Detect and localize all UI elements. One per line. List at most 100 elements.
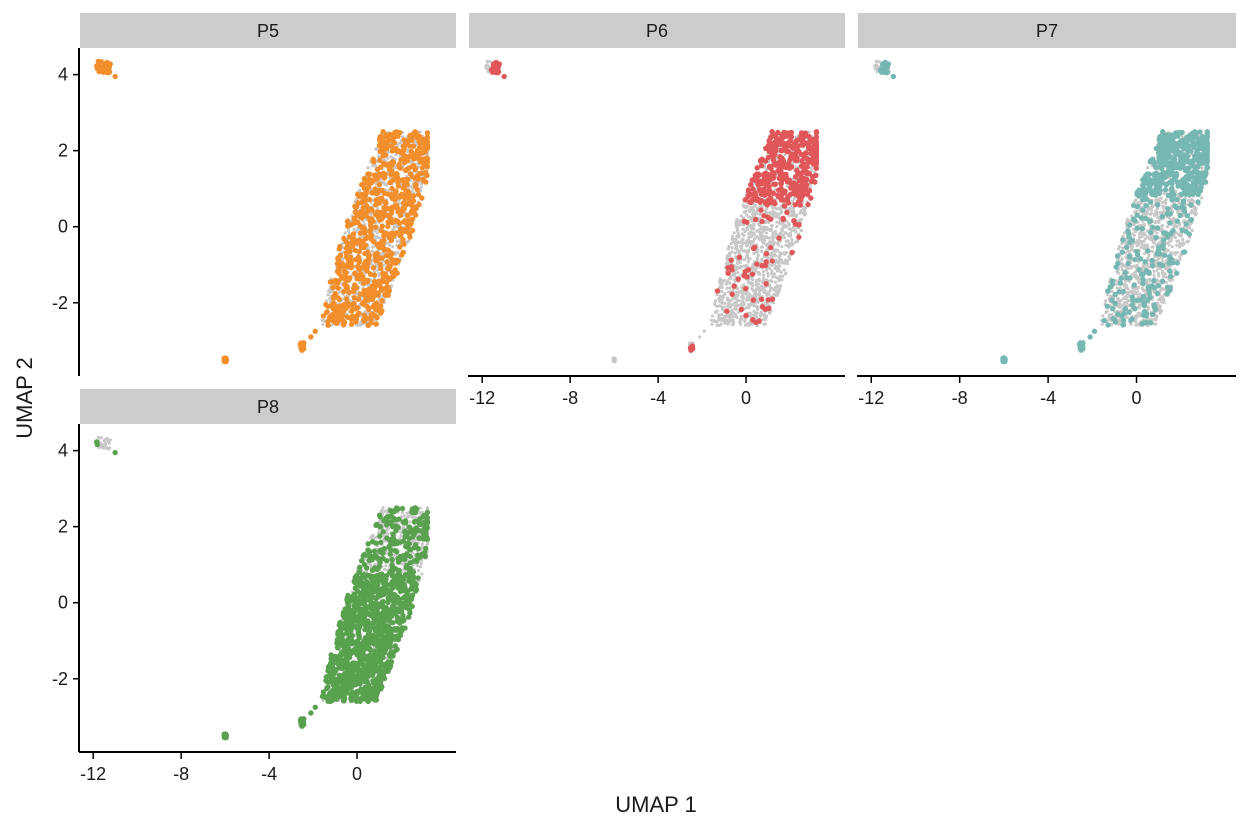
scatter-point-highlight — [396, 161, 402, 168]
scatter-point-background — [745, 322, 750, 327]
scatter-point-background — [741, 237, 745, 241]
scatter-point-background — [728, 286, 732, 290]
scatter-point-highlight — [385, 292, 391, 298]
scatter-point-highlight — [373, 202, 379, 208]
scatter-point-highlight — [312, 328, 318, 334]
scatter-point-background — [360, 235, 364, 239]
scatter-point-background — [734, 307, 738, 311]
facet-strip-label: P7 — [1036, 21, 1058, 41]
scatter-point-background — [1165, 224, 1170, 229]
scatter-point-highlight — [735, 276, 742, 282]
scatter-point-background — [782, 236, 787, 240]
scatter-point-highlight — [805, 201, 811, 208]
scatter-point-highlight — [758, 296, 765, 303]
scatter-point-highlight — [360, 316, 367, 323]
scatter-point-background — [1107, 318, 1111, 322]
y-axis-title: UMAP 2 — [12, 357, 37, 439]
scatter-point-background — [782, 223, 786, 227]
scatter-point-highlight — [801, 166, 808, 172]
scatter-point-background — [792, 196, 797, 201]
scatter-point-highlight — [405, 218, 411, 224]
scatter-point-background — [1194, 212, 1198, 216]
scatter-point-background — [714, 310, 718, 315]
scatter-point-highlight — [409, 173, 415, 180]
scatter-point-highlight — [772, 181, 779, 187]
scatter-point-background — [734, 304, 738, 308]
scatter-point-highlight — [389, 269, 395, 275]
scatter-point-highlight — [383, 286, 390, 292]
scatter-point-background — [748, 314, 752, 318]
scatter-point-highlight — [352, 204, 359, 210]
scatter-point-background — [730, 308, 734, 312]
scatter-point-highlight — [784, 133, 790, 139]
scatter-point-highlight — [1174, 205, 1180, 211]
scatter-point-highlight — [1181, 249, 1187, 255]
scatter-point-background — [760, 258, 764, 263]
scatter-point-background — [1162, 272, 1166, 276]
scatter-point-background — [1142, 289, 1146, 293]
scatter-point-background — [783, 272, 788, 276]
scatter-point-highlight — [794, 155, 800, 161]
scatter-point-background — [756, 258, 760, 262]
scatter-point-highlight — [371, 302, 378, 308]
scatter-point-background — [745, 213, 749, 217]
scatter-point-highlight — [373, 321, 380, 327]
scatter-point-background — [1150, 204, 1154, 208]
scatter-point-background — [741, 296, 746, 300]
scatter-point-highlight — [383, 199, 389, 206]
scatter-point-background — [746, 281, 751, 285]
scatter-point-background — [370, 164, 375, 168]
scatter-point-background — [762, 313, 767, 317]
scatter-point-background — [1151, 245, 1155, 249]
scatter-point-background — [763, 289, 767, 293]
scatter-point-background — [754, 283, 759, 287]
scatter-point-background — [1100, 322, 1104, 326]
scatter-point-background — [774, 258, 778, 262]
scatter-point-background — [739, 245, 744, 249]
scatter-point-highlight — [736, 254, 743, 260]
y-tick-label: 4 — [58, 65, 68, 85]
scatter-point-background — [1148, 237, 1152, 242]
scatter-point-highlight — [341, 268, 347, 274]
scatter-point-background — [744, 209, 748, 213]
scatter-point-background — [1165, 275, 1169, 279]
scatter-point-background — [1142, 246, 1146, 251]
scatter-point-background — [726, 318, 730, 323]
scatter-point-highlight — [374, 251, 380, 257]
scatter-point-highlight — [1112, 317, 1118, 323]
scatter-point-highlight — [358, 270, 364, 277]
scatter-point-background — [1143, 233, 1147, 237]
scatter-point-background — [795, 239, 799, 244]
scatter-point-highlight — [749, 197, 756, 203]
y-tick-label: 2 — [58, 141, 68, 161]
scatter-point-highlight — [419, 165, 426, 171]
scatter-point-highlight — [387, 179, 393, 186]
scatter-point-background — [727, 244, 731, 249]
scatter-point-background — [769, 240, 773, 244]
scatter-point-highlight — [95, 58, 102, 65]
scatter-point-highlight — [106, 64, 112, 70]
scatter-point-highlight — [401, 185, 407, 191]
scatter-point-highlight — [370, 238, 377, 245]
scatter-point-highlight — [777, 153, 783, 160]
scatter-point-background — [754, 304, 758, 308]
scatter-point-background — [717, 318, 721, 322]
scatter-point-background — [803, 206, 807, 210]
scatter-point-background — [1135, 263, 1139, 267]
scatter-point-background — [739, 214, 743, 218]
scatter-point-background — [1155, 315, 1159, 320]
scatter-point-highlight — [362, 242, 369, 248]
scatter-point-highlight — [767, 195, 773, 202]
scatter-point-highlight — [1115, 311, 1121, 317]
scatter-point-highlight — [389, 193, 395, 199]
scatter-point-highlight — [361, 175, 368, 182]
scatter-point-background — [787, 257, 792, 261]
scatter-point-background — [776, 243, 781, 247]
scatter-point-highlight — [358, 181, 365, 188]
scatter-point-background — [772, 205, 777, 210]
scatter-point-background — [1155, 231, 1159, 235]
scatter-point-highlight — [796, 222, 802, 228]
scatter-point-highlight — [724, 308, 730, 314]
scatter-point-background — [734, 237, 738, 241]
scatter-point-highlight — [785, 200, 791, 206]
